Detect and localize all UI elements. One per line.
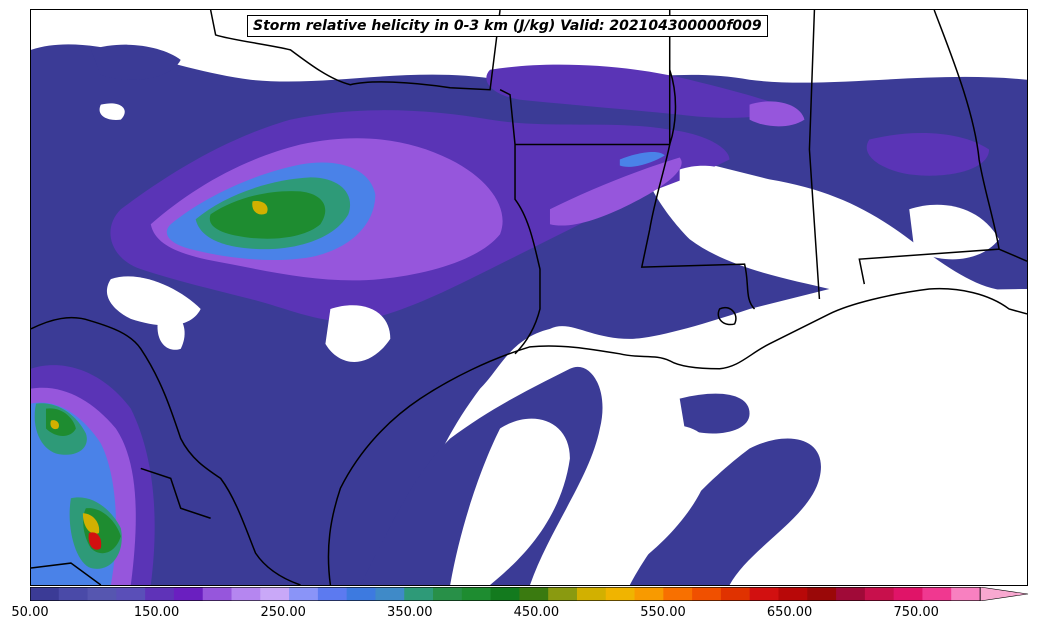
colorbar-tick-label: 650.00 <box>766 605 813 620</box>
colorbar-segment <box>202 587 233 601</box>
colorbar-segment <box>317 587 348 601</box>
colorbar-outline <box>30 587 981 601</box>
colorbar-segment <box>433 587 463 601</box>
colorbar-segment <box>87 587 117 601</box>
colorbar <box>30 587 1029 601</box>
colorbar-segment <box>951 587 981 601</box>
state-border-panhandle <box>499 89 541 355</box>
gulf-coastline <box>327 287 1027 585</box>
colorbar-tick-label: 50.00 <box>11 605 49 620</box>
colorbar-tick-label: 750.00 <box>893 605 939 620</box>
colorbar-segment <box>576 587 607 601</box>
mexico-state-line-2 <box>31 562 102 585</box>
colorbar-segment <box>663 587 693 601</box>
colorbar-segment <box>605 587 636 601</box>
colorbar-segment <box>58 587 89 601</box>
mexico-border <box>31 317 301 585</box>
colorbar-tick-label: 550.00 <box>640 605 686 620</box>
mexico-state-line <box>140 467 211 519</box>
colorbar-tick-label: 150.00 <box>133 605 180 620</box>
no-helicity-areas <box>99 103 1027 585</box>
colorbar-extend-arrow <box>979 587 1029 601</box>
boundary-lines <box>31 10 1027 585</box>
colorbar-segment <box>692 587 722 601</box>
colorbar-segment <box>231 587 261 601</box>
colorbar-segment <box>720 587 751 601</box>
colorbar-tick-label: 450.00 <box>513 605 560 620</box>
delta-coast <box>717 307 737 326</box>
colorbar-tick-label: 250.00 <box>260 605 306 620</box>
colorbar-segment <box>404 587 434 601</box>
colorbar-segment <box>519 587 549 601</box>
colorbar-segment <box>778 587 808 601</box>
colorbar-segment <box>30 587 60 601</box>
colorbar-segment <box>260 587 290 601</box>
helicity-field-layer-7 <box>50 200 268 534</box>
state-border-east-2 <box>808 10 821 300</box>
colorbar-tick-label: 350.00 <box>387 605 433 620</box>
colorbar-segment <box>173 587 204 601</box>
map-title: Storm relative helicity in 0-3 km (J/kg)… <box>247 15 768 37</box>
colorbar-segment <box>346 587 376 601</box>
colorbar-segment <box>807 587 837 601</box>
colorbar-segment <box>922 587 952 601</box>
state-border-river <box>640 69 756 310</box>
state-border-far-east <box>858 10 1000 285</box>
colorbar-segment <box>145 587 175 601</box>
state-border-far-east-2 <box>998 248 1027 262</box>
colorbar-segment <box>749 587 779 601</box>
colorbar-segment <box>490 587 520 601</box>
helicity-map <box>31 10 1027 585</box>
map-frame: Storm relative helicity in 0-3 km (J/kg)… <box>30 9 1028 586</box>
colorbar-segment <box>634 587 664 601</box>
colorbar-segment <box>116 587 146 601</box>
colorbar-segment <box>461 587 492 601</box>
colorbar-segment <box>893 587 923 601</box>
colorbar-segment <box>836 587 866 601</box>
helicity-field-layer-8 <box>88 532 102 550</box>
state-border-north <box>209 10 501 91</box>
colorbar-segment <box>375 587 405 601</box>
colorbar-segment <box>289 587 319 601</box>
colorbar-segment <box>864 587 895 601</box>
colorbar-segment <box>548 587 578 601</box>
